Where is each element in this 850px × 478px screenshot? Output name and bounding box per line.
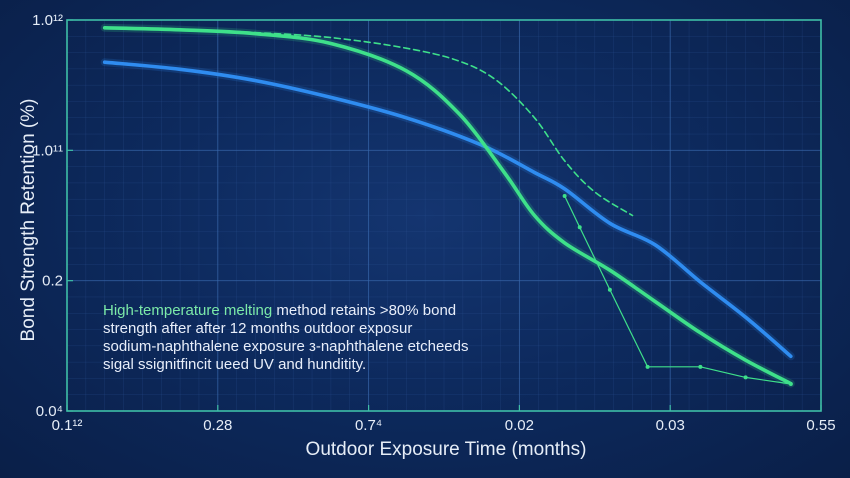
series-4-point (645, 364, 650, 369)
series-2-line (102, 26, 793, 386)
annotation-line-3: sodium-naphthalene exposure з-naphthalen… (103, 338, 468, 355)
y-tick-label: 1.0¹² (32, 12, 63, 29)
x-tick-label: 0.28 (203, 417, 232, 434)
series-4-line (564, 195, 791, 385)
plot-frame (66, 19, 822, 412)
series-4 (562, 193, 793, 387)
series-layer (100, 23, 795, 388)
y-tick-label: 1.0¹¹ (32, 142, 63, 159)
series-3-line (103, 27, 634, 217)
x-tick-label: 0.03 (656, 417, 685, 434)
series-2 (100, 23, 795, 388)
series-4-point (698, 364, 703, 369)
series-3 (103, 27, 634, 217)
y-axis-title: Bond Strength Retention (%) (18, 99, 39, 342)
y-tick-label: 0.2 (42, 273, 63, 290)
x-axis-ticks: 0.1¹² 0.28 0.7⁴ 0.02 0.03 0.55 (52, 405, 836, 434)
y-axis-ticks: 1.0¹² 1.0¹¹ 0.2 0.0⁴ (32, 12, 73, 420)
series-4-point (577, 225, 582, 230)
x-tick-label: 0.1¹² (52, 417, 83, 434)
annotation-line-1: High-temperature melting method retains … (103, 302, 456, 319)
series-4-point (788, 382, 793, 387)
grid-major (67, 20, 821, 411)
x-axis-title: Outdoor Exposure Time (months) (306, 439, 587, 460)
series-1 (100, 58, 795, 361)
x-tick-label: 0.55 (806, 417, 835, 434)
series-4-point (743, 375, 748, 380)
series-1-line (102, 60, 793, 359)
x-tick-label: 0.7⁴ (355, 417, 382, 434)
series-4-point (607, 287, 612, 292)
annotation-line-4: sigal ssignitfincit ueed UV and hunditit… (103, 356, 366, 373)
y-tick-label: 0.0⁴ (36, 403, 63, 420)
x-tick-label: 0.02 (505, 417, 534, 434)
annotation-highlight: High-temperature melting (103, 302, 272, 319)
series-4-point (562, 193, 567, 198)
annotation-rest: method retains >80% bond (272, 302, 456, 319)
annotation: High-temperature melting method retains … (103, 302, 468, 373)
annotation-line-2: strength after after 12 months outdoor e… (103, 320, 412, 337)
